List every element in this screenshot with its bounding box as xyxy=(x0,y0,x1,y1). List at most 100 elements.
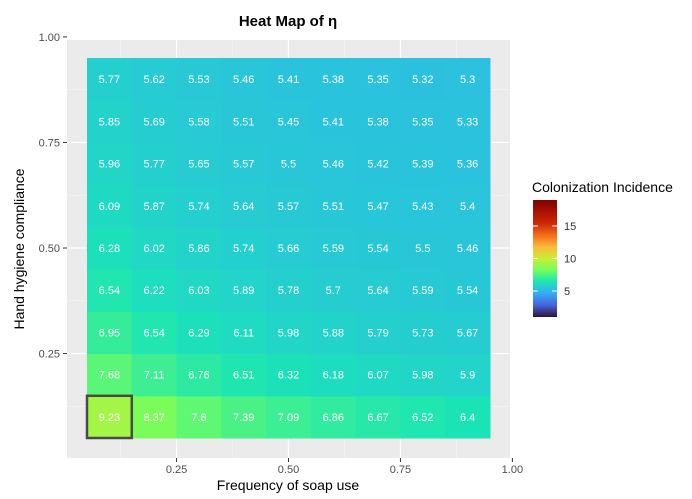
heatmap-cell xyxy=(355,269,401,312)
highlighted-cell-box xyxy=(85,394,134,440)
heatmap-cell xyxy=(400,142,446,186)
cell-value-label: 5.57 xyxy=(233,159,254,171)
heatmap-cell xyxy=(355,311,401,355)
cell-value-label: 5.78 xyxy=(278,285,299,297)
cell-value-label: 5.38 xyxy=(323,74,344,86)
x-tick-label: 0.75 xyxy=(390,464,411,476)
cell-value-label: 6.11 xyxy=(233,327,254,339)
heatmap-cell xyxy=(87,311,133,355)
heatmap-cell xyxy=(266,58,312,101)
heatmap-cell xyxy=(87,58,133,101)
cell-value-label: 5.5 xyxy=(281,159,296,171)
legend-tick-label: 10 xyxy=(564,254,576,266)
cell-value-label: 5.47 xyxy=(367,201,388,213)
heatmap-cell xyxy=(445,269,491,312)
cell-value-label: 6.18 xyxy=(323,370,344,382)
legend-ticks: 5 10 15 xyxy=(533,221,576,298)
cell-value-label: 6.4 xyxy=(460,412,475,424)
heatmap-cell xyxy=(176,58,222,101)
heatmap-cell xyxy=(400,311,446,355)
heatmap-cell xyxy=(131,353,178,397)
cell-value-label: 5.7 xyxy=(326,285,341,297)
cell-value-label: 5.57 xyxy=(278,201,299,213)
heatmap-cell xyxy=(266,226,312,270)
cell-value-label: 5.5 xyxy=(415,243,430,255)
heatmap-cell xyxy=(221,311,267,355)
cell-value-label: 7.11 xyxy=(144,370,165,382)
heatmap-cell xyxy=(221,353,267,397)
cell-value-label: 6.03 xyxy=(188,285,209,297)
cell-value-label: 6.54 xyxy=(143,327,164,339)
cell-value-label: 6.86 xyxy=(323,412,344,424)
heatmap-cell xyxy=(266,311,312,355)
cell-value-label: 5.46 xyxy=(233,74,254,86)
cell-value-label: 6.95 xyxy=(99,327,120,339)
heatmap-cell xyxy=(445,58,491,101)
cell-value-label: 5.51 xyxy=(233,116,254,128)
cell-value-label: 9.23 xyxy=(99,412,120,424)
heatmap-cell xyxy=(445,142,491,186)
color-legend: Colonization Incidence 5 10 15 xyxy=(532,179,673,317)
heatmap-cell xyxy=(221,395,267,439)
cell-value-label: 5.74 xyxy=(188,201,209,213)
heatmap-cell xyxy=(400,395,446,439)
cell-value-label: 5.58 xyxy=(188,116,209,128)
heatmap-cell xyxy=(176,395,222,439)
cell-value-label: 5.73 xyxy=(412,327,433,339)
cell-value-label: 8.37 xyxy=(143,412,164,424)
heatmap-cell xyxy=(176,100,222,143)
heatmap-cell xyxy=(176,226,222,270)
heatmap-cell xyxy=(355,58,401,101)
heatmap-cell xyxy=(355,142,401,186)
cell-value-label: 5.77 xyxy=(143,159,164,171)
y-axis: 0.25 0.50 0.75 1.00 xyxy=(39,32,67,361)
cell-value-labels: 9.23 8.37 7.8 7.39 7.09 6.86 6.67 6.52 6.4 7.68 7.… xyxy=(99,74,479,424)
heatmap-cell xyxy=(310,353,357,397)
x-axis: 0.25 0.50 0.75 1.00 xyxy=(166,458,523,476)
cell-value-label: 5.66 xyxy=(278,243,299,255)
heatmap-cell xyxy=(310,184,357,228)
heatmap-cell xyxy=(221,58,267,101)
heatmap-cell xyxy=(221,100,267,143)
cell-value-label: 5.77 xyxy=(99,74,120,86)
cell-value-label: 5.98 xyxy=(412,370,433,382)
cell-value-label: 6.52 xyxy=(412,412,433,424)
cell-value-label: 7.68 xyxy=(99,370,120,382)
x-tick-label: 0.25 xyxy=(166,464,187,476)
heatmap-cell xyxy=(400,226,446,270)
cell-value-label: 5.51 xyxy=(323,201,344,213)
heatmap-cell xyxy=(131,269,178,312)
heatmap-cells xyxy=(87,58,491,439)
cell-value-label: 6.28 xyxy=(99,243,120,255)
cell-value-label: 5.89 xyxy=(233,285,254,297)
cell-value-label: 5.9 xyxy=(460,370,475,382)
x-tick-label: 1.00 xyxy=(502,464,523,476)
heatmap-cell xyxy=(310,226,357,270)
cell-value-label: 5.46 xyxy=(457,243,478,255)
heatmap-cell xyxy=(87,226,133,270)
cell-value-label: 5.35 xyxy=(367,74,388,86)
heatmap-cell xyxy=(445,311,491,355)
cell-value-label: 5.86 xyxy=(188,243,209,255)
cell-value-label: 5.69 xyxy=(143,116,164,128)
cell-value-label: 6.32 xyxy=(278,370,299,382)
heatmap-cell xyxy=(176,353,222,397)
heatmap-cell xyxy=(355,226,401,270)
heatmap-cell xyxy=(310,269,357,312)
heatmap-cell xyxy=(221,226,267,270)
heatmap-cell xyxy=(400,269,446,312)
cell-value-label: 5.35 xyxy=(412,116,433,128)
cell-value-label: 6.29 xyxy=(188,327,209,339)
cell-value-label: 7.8 xyxy=(191,412,206,424)
y-tick-label: 0.50 xyxy=(39,243,60,255)
cell-value-label: 5.45 xyxy=(278,116,299,128)
cell-value-label: 6.67 xyxy=(367,412,388,424)
cell-value-label: 6.22 xyxy=(143,285,164,297)
cell-value-label: 5.38 xyxy=(367,116,388,128)
cell-value-label: 5.98 xyxy=(278,327,299,339)
cell-value-label: 7.39 xyxy=(233,412,254,424)
heatmap-cell xyxy=(176,142,222,186)
heatmap-cell xyxy=(310,142,357,186)
heatmap-cell xyxy=(87,353,133,397)
